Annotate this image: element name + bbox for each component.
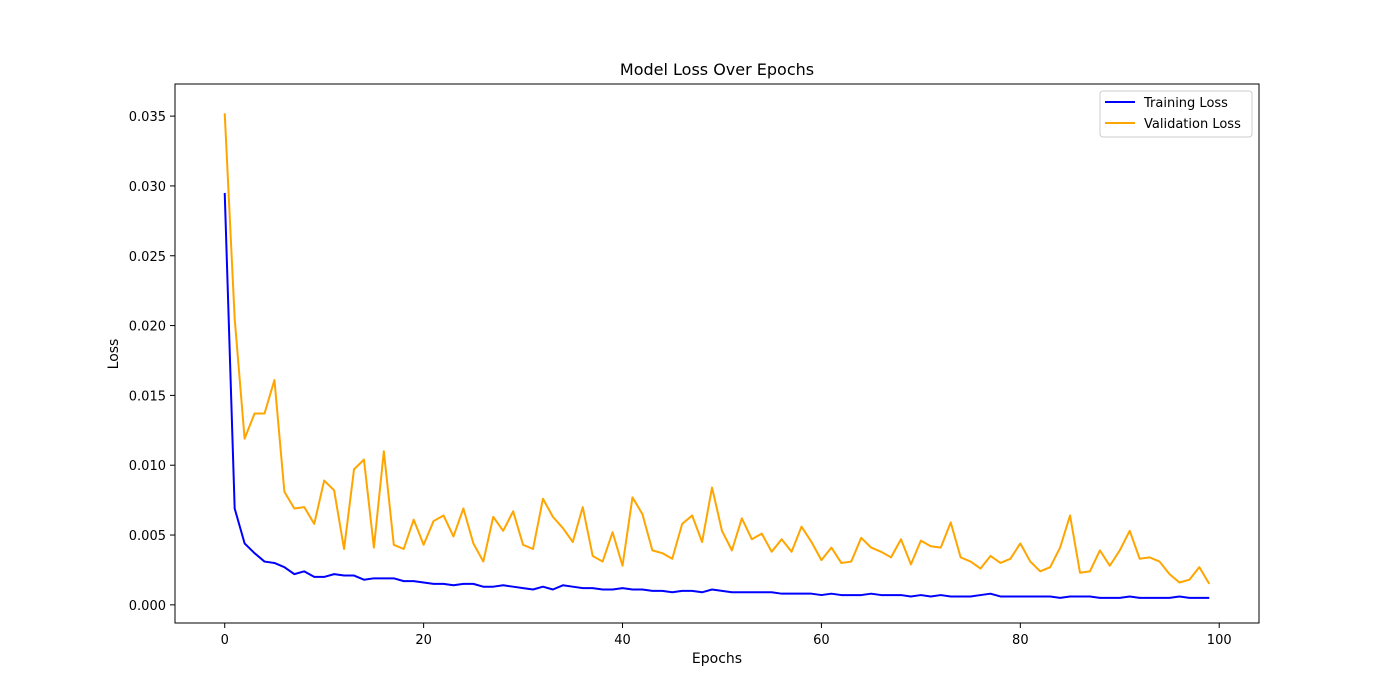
x-tick-label: 40 — [614, 633, 631, 648]
y-tick-label: 0.025 — [129, 250, 166, 265]
x-tick-label: 80 — [1012, 633, 1029, 648]
chart-title: Model Loss Over Epochs — [620, 60, 814, 79]
plot-frame — [174, 83, 1260, 624]
y-tick-label: 0.005 — [129, 529, 166, 544]
x-axis-label: Epochs — [692, 651, 742, 667]
x-axis-ticks: 0 20 40 60 80 100 — [221, 623, 1232, 648]
y-tick-label: 0.030 — [129, 180, 166, 195]
y-axis-ticks: 0.000 0.005 0.010 0.015 0.020 0.025 0.030 0.035 — [129, 110, 175, 614]
series-line-validation-loss — [223, 113, 1211, 585]
y-tick-label: 0.015 — [129, 389, 166, 404]
legend-label-validation-loss: Validation Loss — [1144, 117, 1241, 132]
x-tick-label: 60 — [813, 633, 830, 648]
plot-area — [223, 113, 1211, 599]
y-tick-label: 0.020 — [129, 320, 166, 335]
x-tick-label: 20 — [415, 633, 432, 648]
x-tick-label: 100 — [1207, 633, 1232, 648]
y-tick-label: 0.000 — [129, 599, 166, 614]
legend: Training Loss Validation Loss — [1099, 90, 1253, 138]
legend-box — [1099, 90, 1253, 138]
y-tick-label: 0.035 — [129, 110, 166, 125]
x-tick-label: 0 — [221, 633, 229, 648]
legend-label-training-loss: Training Loss — [1143, 96, 1228, 111]
series-line-training-loss — [223, 192, 1210, 599]
y-tick-label: 0.010 — [129, 459, 166, 474]
y-axis-label: Loss — [106, 339, 122, 370]
